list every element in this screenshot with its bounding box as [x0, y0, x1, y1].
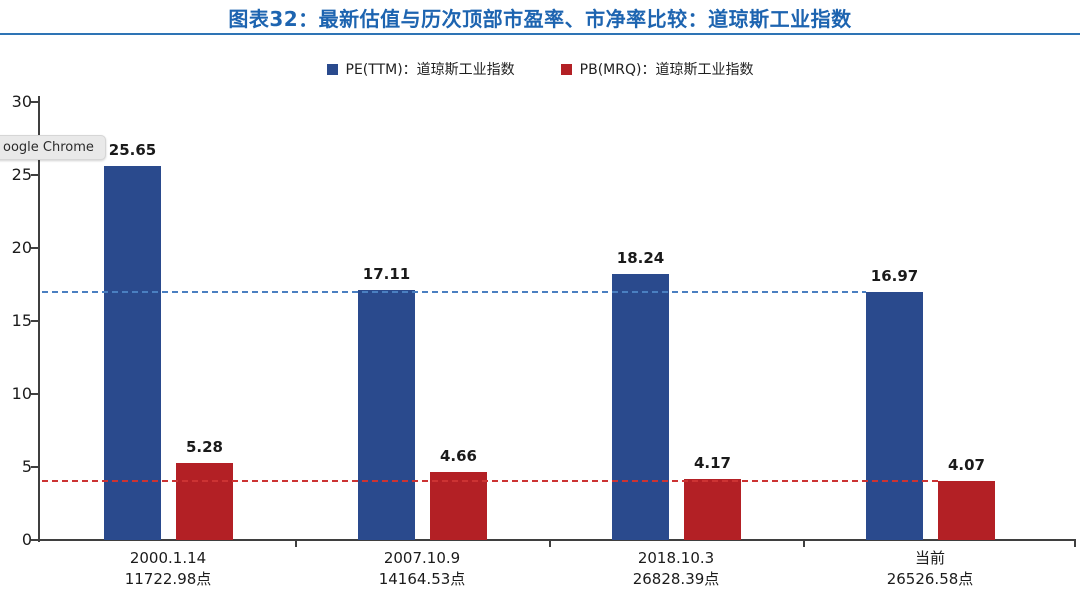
y-tick-label: 25 — [11, 165, 32, 184]
x-category-points: 11722.98点 — [124, 570, 212, 588]
legend-item-label: PE(TTM)：道琼斯工业指数 — [345, 62, 515, 78]
y-tick-mark — [31, 539, 39, 541]
y-axis-line — [38, 96, 40, 542]
pb-bar — [684, 479, 741, 540]
bar-value-label: 5.28 — [185, 437, 223, 456]
x-category-date: 2018.10.3 — [637, 549, 715, 567]
y-tick-label: 5 — [21, 457, 32, 476]
legend-item: PE(TTM)：道琼斯工业指数 — [326, 59, 515, 79]
y-tick-label: 15 — [11, 311, 32, 330]
browser-tooltip: oogle Chrome — [0, 135, 106, 160]
title-divider — [0, 33, 1080, 35]
y-tick-mark — [31, 466, 39, 468]
legend-item-label: PB(MRQ)：道琼斯工业指数 — [579, 62, 754, 78]
y-tick-mark — [31, 393, 39, 395]
y-tick-mark — [31, 101, 39, 103]
pe-bar — [866, 292, 923, 540]
x-category-points: 26526.58点 — [886, 570, 974, 588]
y-tick-label: 30 — [11, 92, 32, 111]
y-tick-label: 0 — [21, 530, 32, 549]
x-category-date: 2007.10.9 — [383, 549, 461, 567]
bar-value-label: 17.11 — [362, 265, 411, 284]
pe-bar — [358, 290, 415, 540]
chart-title: 图表32：最新估值与历次顶部市盈率、市净率比较：道琼斯工业指数 — [228, 7, 852, 31]
pe-bar — [612, 273, 669, 540]
pb-bar — [938, 480, 995, 540]
pb-bar — [176, 462, 233, 540]
y-tick-label: 20 — [11, 238, 32, 257]
legend: PE(TTM)：道琼斯工业指数 PB(MRQ)：道琼斯工业指数 — [0, 59, 1080, 79]
x-category-date: 2000.1.14 — [129, 549, 207, 567]
y-tick-mark — [31, 320, 39, 322]
x-category-label: 2007.10.9 14164.53点 — [312, 548, 532, 590]
x-tick-mark — [803, 540, 805, 547]
x-tick-mark — [549, 540, 551, 547]
pb-legend-swatch — [560, 63, 572, 75]
y-tick-label: 10 — [11, 384, 32, 403]
x-axis-line — [38, 539, 1076, 541]
bar-value-label: 4.66 — [439, 446, 477, 465]
x-tick-mark — [295, 540, 297, 547]
pb-bar — [430, 471, 487, 540]
pe-legend-swatch — [326, 63, 338, 75]
pb-reference-line — [42, 479, 938, 482]
pe-reference-line — [42, 291, 866, 294]
x-tick-mark — [1074, 540, 1076, 547]
y-tick-mark — [31, 247, 39, 249]
x-category-points: 14164.53点 — [378, 570, 466, 588]
x-category-label: 2000.1.14 11722.98点 — [58, 548, 278, 590]
x-category-label: 当前 26526.58点 — [820, 548, 1040, 590]
bar-value-label: 25.65 — [108, 140, 157, 159]
bar-value-label: 16.97 — [870, 267, 919, 286]
x-category-points: 26828.39点 — [632, 570, 720, 588]
x-category-date: 当前 — [914, 549, 945, 567]
bar-value-label: 4.17 — [693, 454, 731, 473]
pe-bar — [104, 165, 161, 540]
bar-value-label: 4.07 — [947, 455, 985, 474]
y-tick-mark — [31, 174, 39, 176]
bar-value-label: 18.24 — [616, 248, 665, 267]
legend-item: PB(MRQ)：道琼斯工业指数 — [560, 59, 754, 79]
x-category-label: 2018.10.3 26828.39点 — [566, 548, 786, 590]
